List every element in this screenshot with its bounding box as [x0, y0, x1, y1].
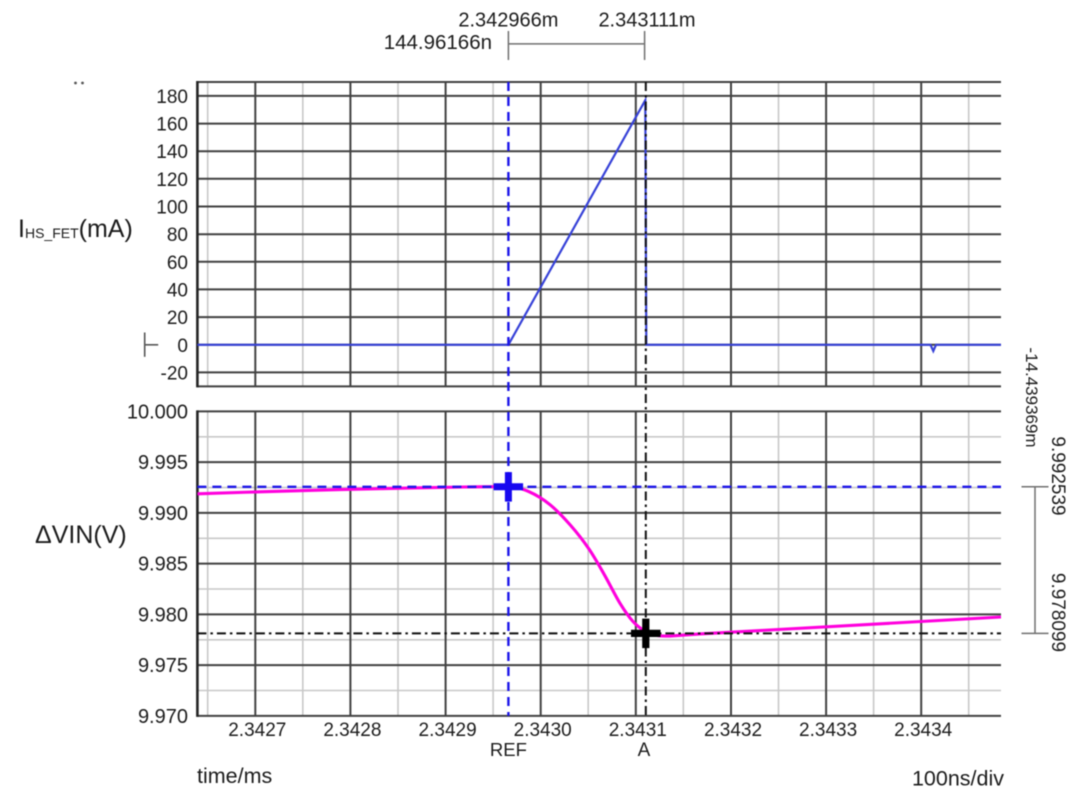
svg-text:120: 120 [156, 170, 188, 191]
svg-text:ΔVIN(V): ΔVIN(V) [35, 521, 127, 549]
svg-text:IHS_FET(mA): IHS_FET(mA) [18, 215, 133, 243]
svg-text:80: 80 [167, 225, 188, 246]
svg-text:-20: -20 [161, 363, 188, 384]
svg-text:40: 40 [167, 280, 188, 301]
svg-text:9.978099: 9.978099 [1047, 573, 1068, 652]
svg-text:2.3430: 2.3430 [514, 720, 572, 741]
svg-text:100: 100 [156, 198, 188, 219]
svg-text:9.990: 9.990 [138, 503, 188, 525]
svg-text:time/ms: time/ms [197, 764, 272, 788]
svg-text:60: 60 [167, 253, 188, 274]
svg-text:2.3433: 2.3433 [799, 720, 857, 741]
svg-text:9.992539: 9.992539 [1047, 436, 1068, 515]
svg-text:2.343111m: 2.343111m [598, 10, 695, 32]
svg-text:9.985: 9.985 [138, 554, 188, 576]
svg-text:REF: REF [490, 739, 527, 760]
svg-text:140: 140 [156, 142, 188, 163]
svg-text:2.3434: 2.3434 [894, 720, 953, 741]
svg-text:9.970: 9.970 [138, 706, 188, 728]
svg-text:2.3429: 2.3429 [419, 720, 477, 741]
svg-text:0: 0 [177, 336, 188, 357]
svg-text:100ns/div: 100ns/div [912, 767, 1004, 791]
svg-text:2.3432: 2.3432 [704, 720, 762, 741]
svg-text:180: 180 [156, 87, 188, 108]
svg-text:2.3427: 2.3427 [228, 720, 286, 741]
svg-text:9.980: 9.980 [138, 604, 188, 626]
svg-text:2.342966m: 2.342966m [458, 10, 558, 32]
svg-text:10.000: 10.000 [127, 401, 188, 423]
svg-text:20: 20 [167, 308, 188, 329]
svg-text:2.3428: 2.3428 [323, 720, 381, 741]
svg-text:2.3431: 2.3431 [609, 720, 667, 741]
svg-text:9.975: 9.975 [138, 655, 188, 677]
svg-text:-14.439369m: -14.439369m [1022, 347, 1041, 447]
svg-text:A: A [638, 740, 651, 761]
svg-text:144.96166n: 144.96166n [384, 31, 492, 54]
svg-text:9.995: 9.995 [138, 452, 188, 474]
svg-text:160: 160 [156, 115, 188, 136]
